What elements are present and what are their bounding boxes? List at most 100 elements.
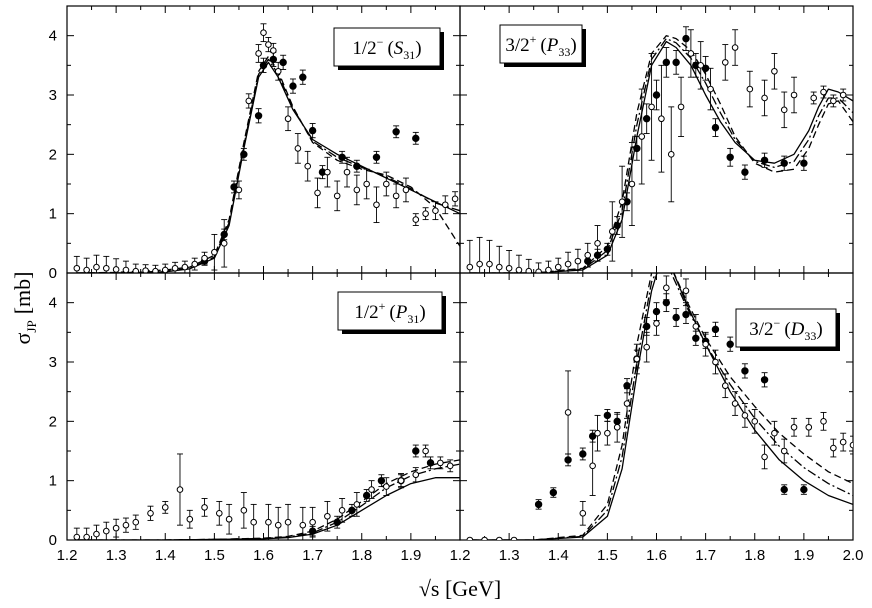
data-point-filled xyxy=(711,123,720,132)
data-point-open xyxy=(161,504,169,511)
curve-solid xyxy=(76,61,460,273)
data-point-filled xyxy=(377,476,386,485)
data-point-filled xyxy=(741,367,749,375)
data-point-open xyxy=(623,400,631,407)
y-axis-label-sub: JP xyxy=(24,320,39,332)
x-tick-label: 1.7 xyxy=(302,547,323,564)
data-point-open xyxy=(304,162,312,170)
panel-label: 3/2+ (P33) xyxy=(505,32,576,59)
data-point-filled xyxy=(726,340,734,348)
data-point-filled xyxy=(564,456,572,464)
data-point-open xyxy=(446,462,454,470)
curve-solid xyxy=(469,273,853,540)
x-tick-label: 1.4 xyxy=(155,547,176,564)
data-point-filled xyxy=(682,310,690,319)
x-tick-label: 1.9 xyxy=(793,547,814,564)
panel-label-part: 3/2 xyxy=(749,319,773,340)
data-point-open xyxy=(476,260,483,268)
data-point-open xyxy=(486,260,493,268)
x-tick-label: 1.3 xyxy=(106,547,127,564)
data-point-open xyxy=(707,85,714,93)
data-point-open xyxy=(402,186,410,194)
y-tick-label: 3 xyxy=(49,87,57,104)
data-point-open xyxy=(353,186,361,194)
data-point-open xyxy=(215,510,223,517)
data-point-open xyxy=(284,115,292,123)
x-tick-label: 1.3 xyxy=(499,547,520,564)
data-point-open xyxy=(771,429,778,437)
data-point-filled xyxy=(362,491,371,500)
data-point-open xyxy=(211,248,218,256)
data-point-open xyxy=(397,477,405,484)
data-point-open xyxy=(422,447,429,455)
x-tick-label: 1.5 xyxy=(204,547,225,564)
data-point-open xyxy=(432,207,439,214)
x-tick-label: 1.7 xyxy=(695,547,716,564)
data-point-open xyxy=(653,320,660,327)
data-point-open xyxy=(525,267,533,273)
x-tick-label: 1.8 xyxy=(744,547,765,564)
data-point-open xyxy=(132,267,140,273)
data-point-open xyxy=(392,192,400,200)
data-point-open xyxy=(687,50,695,57)
data-point-open xyxy=(412,216,420,223)
data-point-filled xyxy=(240,150,248,159)
data-point-open xyxy=(353,501,361,508)
data-point-open xyxy=(152,267,159,273)
data-point-open xyxy=(83,533,90,540)
data-point-open xyxy=(441,201,449,209)
data-point-open xyxy=(265,41,272,48)
data-point-open xyxy=(648,103,655,111)
data-point-open xyxy=(412,471,420,479)
panel-label-part: 3/2 xyxy=(505,35,529,56)
data-point-filled xyxy=(633,144,641,153)
data-point-open xyxy=(191,260,199,268)
data-point-open xyxy=(584,251,592,259)
svg-text:σJP[mb]: σJP [mb] xyxy=(10,272,39,345)
data-point-open xyxy=(780,447,788,455)
panel-label-part: 31 xyxy=(403,48,415,62)
data-point-open xyxy=(721,59,729,66)
data-point-filled xyxy=(392,128,400,136)
y-tick-label: 2 xyxy=(49,146,57,163)
data-point-open xyxy=(103,527,110,535)
panel-label-part: ) xyxy=(570,35,576,56)
data-point-open xyxy=(849,441,853,449)
data-point-open xyxy=(265,518,272,526)
panel-label-part: 33 xyxy=(804,329,816,343)
data-point-filled xyxy=(353,162,361,170)
data-point-open xyxy=(496,536,503,540)
data-point-open xyxy=(142,267,149,273)
panel-label-part: S xyxy=(394,38,404,59)
x-tick-label: 1.8 xyxy=(351,547,372,564)
y-tick-label: 3 xyxy=(49,354,57,371)
data-point-open xyxy=(181,263,189,271)
panel-label-part: − xyxy=(377,35,384,49)
curve-dashdot xyxy=(76,58,460,273)
panel-top-left: 0 1 2 3 4 1/2− (S31) xyxy=(49,5,461,282)
data-point-filled xyxy=(760,376,769,384)
panel-label-part: 33 xyxy=(558,45,570,59)
data-point-open xyxy=(176,486,184,493)
data-point-open xyxy=(147,510,154,517)
data-point-open xyxy=(324,512,331,520)
data-point-open xyxy=(245,97,253,105)
panel-label-part: P xyxy=(395,302,408,323)
data-point-open xyxy=(201,504,208,511)
x-tick-label: 1.2 xyxy=(57,547,78,564)
panel-label-part: 1/2 xyxy=(352,38,376,59)
y-tick-label: 1 xyxy=(49,206,57,223)
data-point-filled xyxy=(299,73,307,81)
data-point-open xyxy=(373,201,380,209)
x-tick-label: 1.4 xyxy=(548,547,569,564)
x-axis-label: √s [GeV] xyxy=(419,576,501,601)
data-point-filled xyxy=(672,313,680,322)
data-point-open xyxy=(343,168,351,176)
y-tick-label: 4 xyxy=(49,28,57,45)
panel-label-part: P xyxy=(546,35,559,56)
data-point-filled xyxy=(780,159,788,167)
data-point-filled xyxy=(613,221,621,230)
data-point-open xyxy=(220,240,228,247)
data-point-open xyxy=(274,521,282,529)
label-box xyxy=(333,27,441,67)
